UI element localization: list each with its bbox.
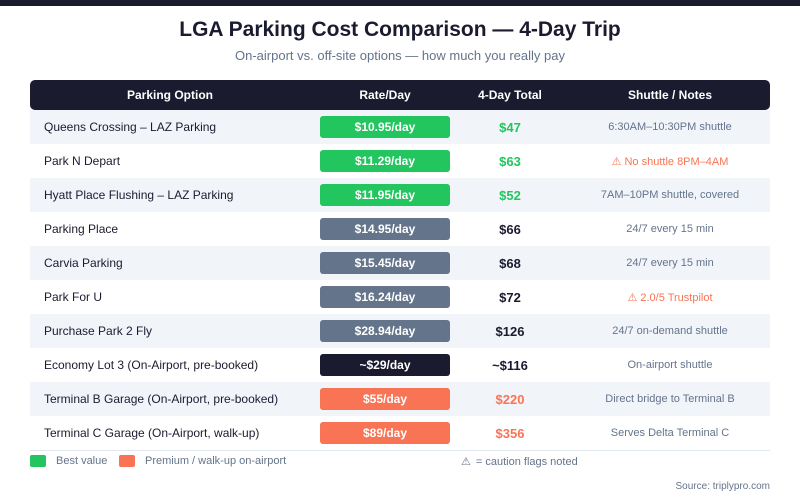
comparison-table: Parking Option Rate/Day 4-Day Total Shut… [30, 80, 770, 450]
rate-badge: $89/day [320, 422, 450, 444]
rate-badge: $28.94/day [320, 320, 450, 342]
column-header-notes: Shuttle / Notes [627, 88, 712, 102]
parking-option-name: Terminal B Garage (On-Airport, pre-booke… [44, 392, 279, 406]
total-cost: $63 [499, 153, 521, 169]
rate-badge: ~$29/day [320, 354, 450, 376]
notes-text: 6:30AM–10:30PM shuttle [608, 121, 732, 133]
notes-text: No shuttle 8PM–4AM [624, 155, 729, 168]
legend-swatch-best [30, 455, 46, 467]
shuttle-notes: 24/7 every 15 min [570, 223, 770, 235]
shuttle-notes: 6:30AM–10:30PM shuttle [570, 121, 770, 133]
caution-legend-label: = caution flags noted [475, 455, 578, 468]
table-row: Park For U $16.24/day $72 ⚠ 2.0/5 Trustpilo… [30, 280, 770, 314]
rate-cell: $15.45/day [320, 252, 450, 274]
column-header-rate: Rate/Day [359, 88, 411, 102]
total-cost: $72 [499, 289, 521, 305]
table-row: Terminal B Garage (On-Airport, pre-booke… [30, 382, 770, 416]
rate-badge: $55/day [320, 388, 450, 410]
warning-icon: ⚠ [627, 291, 641, 304]
column-header-option: Parking Option [126, 88, 213, 102]
rate-badge: $11.29/day [320, 150, 450, 172]
parking-option-name: Carvia Parking [44, 256, 123, 270]
notes-text: 24/7 every 15 min [626, 257, 714, 269]
total-cost: $68 [499, 255, 521, 271]
warning-icon: ⚠ [611, 155, 625, 168]
total-cost: $52 [499, 187, 521, 203]
rate-badge: $14.95/day [320, 218, 450, 240]
rate-cell: $89/day [320, 422, 450, 444]
parking-option-name: Park For U [44, 290, 103, 304]
total-cost: ~$116 [492, 357, 528, 373]
source-credit: Source: triplypro.com [675, 481, 770, 492]
notes-text: Direct bridge to Terminal B [605, 393, 735, 405]
column-header-total: 4-Day Total [478, 88, 542, 102]
rate-cell: ~$29/day [320, 354, 450, 376]
rate-cell: $10.95/day [320, 116, 450, 138]
notes-text: 7AM–10PM shuttle, covered [600, 189, 740, 201]
total-cost: $356 [495, 425, 525, 441]
notes-text: 2.0/5 Trustpilot [640, 291, 713, 304]
notes-text: On-airport shuttle [627, 359, 713, 371]
shuttle-notes: On-airport shuttle [570, 359, 770, 371]
legend-label-best: Best value [56, 455, 108, 467]
warning-icon: ⚠ [461, 456, 471, 468]
page-subtitle: On-airport vs. off-site options — how mu… [235, 48, 565, 63]
legend-item-best: Best value [30, 455, 107, 467]
notes-text: 24/7 on-demand shuttle [612, 325, 728, 337]
shuttle-notes: 24/7 every 15 min [570, 257, 770, 269]
shuttle-notes: Direct bridge to Terminal B [570, 393, 770, 405]
parking-option-name: Terminal C Garage (On-Airport, walk-up) [44, 426, 260, 440]
caution-legend: ⚠ = caution flags noted [461, 455, 578, 469]
parking-option-name: Economy Lot 3 (On-Airport, pre-booked) [44, 358, 259, 372]
legend-item-premium: Premium / walk-up on-airport [119, 455, 286, 467]
table-row: Park N Depart $11.29/day $63 ⚠ No shuttle 8… [30, 144, 770, 178]
rate-cell: $11.95/day [320, 184, 450, 206]
rate-cell: $11.29/day [320, 150, 450, 172]
rate-cell: $16.24/day [320, 286, 450, 308]
table-row: Carvia Parking $15.45/day $68 24/7 every 15… [30, 246, 770, 280]
table-row: Purchase Park 2 Fly $28.94/day $126 24/7 on… [30, 314, 770, 348]
parking-option-name: Hyatt Place Flushing – LAZ Parking [44, 188, 234, 202]
notes-text: Serves Delta Terminal C [610, 427, 730, 439]
notes-text: 24/7 every 15 min [626, 223, 714, 235]
table-body: Queens Crossing – LAZ Parking $10.95/day $… [30, 110, 770, 450]
parking-option-name: Park N Depart [44, 154, 121, 168]
legend-label-premium: Premium / walk-up on-airport [145, 455, 287, 467]
shuttle-notes: 24/7 on-demand shuttle [570, 325, 770, 337]
parking-option-name: Purchase Park 2 Fly [44, 324, 153, 338]
total-cost: $66 [499, 221, 521, 237]
table-row: Queens Crossing – LAZ Parking $10.95/day $… [30, 110, 770, 144]
table-row: Economy Lot 3 (On-Airport, pre-booked) ~$… [30, 348, 770, 382]
total-cost: $126 [495, 323, 525, 339]
rate-cell: $28.94/day [320, 320, 450, 342]
footer-divider [30, 450, 770, 451]
table-row: Terminal C Garage (On-Airport, walk-up) $… [30, 416, 770, 450]
rate-badge: $10.95/day [320, 116, 450, 138]
rate-badge: $11.95/day [320, 184, 450, 206]
shuttle-notes: 7AM–10PM shuttle, covered [570, 189, 770, 201]
rate-cell: $14.95/day [320, 218, 450, 240]
shuttle-notes: ⚠ No shuttle 8PM–4AM [570, 155, 770, 168]
legend-swatch-premium [119, 455, 135, 467]
rate-badge: $16.24/day [320, 286, 450, 308]
top-bar [0, 0, 800, 6]
parking-option-name: Queens Crossing – LAZ Parking [44, 120, 217, 134]
table-row: Hyatt Place Flushing – LAZ Parking $11.95… [30, 178, 770, 212]
total-cost: $47 [499, 119, 521, 135]
shuttle-notes: Serves Delta Terminal C [570, 427, 770, 439]
parking-option-name: Parking Place [44, 222, 119, 236]
total-cost: $220 [495, 391, 525, 407]
table-header: Parking Option Rate/Day 4-Day Total Shut… [30, 80, 770, 110]
shuttle-notes: ⚠ 2.0/5 Trustpilot [570, 291, 770, 304]
page-title: LGA Parking Cost Comparison — 4-Day Trip [179, 18, 621, 41]
rate-badge: $15.45/day [320, 252, 450, 274]
table-row: Parking Place $14.95/day $66 24/7 every 15 … [30, 212, 770, 246]
rate-cell: $55/day [320, 388, 450, 410]
